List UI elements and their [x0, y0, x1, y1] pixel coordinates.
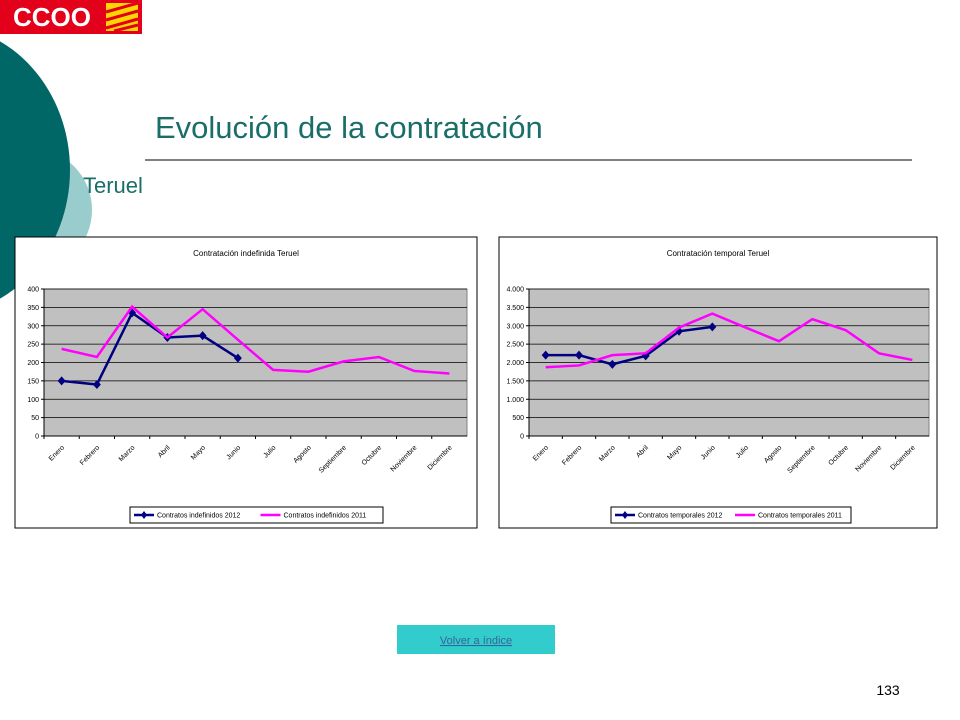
chart-title: Contratación indefinida Teruel: [193, 249, 299, 258]
series-line: [545, 312, 913, 369]
y-tick-label: 1.000: [506, 397, 524, 404]
point-marker: [92, 380, 101, 390]
y-tick-label: 100: [27, 397, 39, 404]
slide-title: Evolución de la contratación: [155, 110, 543, 145]
y-tick-label: 50: [31, 415, 39, 422]
legend-label: Contratos indefinidos 2011: [284, 513, 367, 520]
legend-label: Contratos indefinidos 2012: [157, 513, 240, 520]
y-tick-label: 0: [35, 434, 39, 441]
chart-title: Contratación temporal Teruel: [667, 249, 770, 258]
point-marker: [708, 322, 717, 332]
legend-label: Contratos temporales 2012: [638, 513, 723, 520]
legend-marker: [622, 511, 628, 519]
y-tick-label: 3.500: [506, 305, 524, 312]
y-tick-label: 0: [520, 434, 524, 441]
point-marker: [541, 350, 550, 360]
y-tick-label: 350: [27, 305, 39, 312]
y-tick-label: 150: [27, 378, 39, 385]
y-tick-label: 4.000: [506, 287, 524, 294]
logo-stripes: [105, 1, 139, 33]
decor-circle: [0, 41, 70, 299]
point-marker: [575, 350, 583, 360]
page-number: 133: [876, 682, 900, 698]
legend-box: [610, 506, 852, 524]
point-marker: [233, 353, 242, 363]
y-tick-label: 2.500: [506, 342, 524, 349]
legend-marker: [141, 511, 147, 519]
series-line: [61, 304, 450, 375]
point-marker: [198, 331, 207, 341]
point-marker: [57, 376, 66, 386]
y-tick-label: 400: [27, 287, 39, 294]
series-line: [61, 311, 239, 386]
y-tick-label: 250: [27, 342, 39, 349]
y-tick-label: 2.000: [506, 360, 524, 367]
y-tick-label: 300: [27, 323, 39, 330]
y-tick-label: 1.500: [506, 378, 524, 385]
slide-subtitle: Teruel: [83, 173, 143, 198]
y-tick-label: 200: [27, 360, 39, 367]
legend-box: [129, 506, 384, 524]
back-button[interactable]: Volver a índice: [440, 635, 512, 647]
series-line: [545, 325, 713, 366]
legend-label: Contratos temporales 2011: [758, 513, 842, 520]
y-tick-label: 3.000: [506, 323, 524, 330]
point-marker: [608, 359, 617, 369]
y-tick-label: 500: [512, 415, 524, 422]
back-button-bg: [397, 625, 555, 654]
logo-text: CCOO: [13, 2, 91, 32]
